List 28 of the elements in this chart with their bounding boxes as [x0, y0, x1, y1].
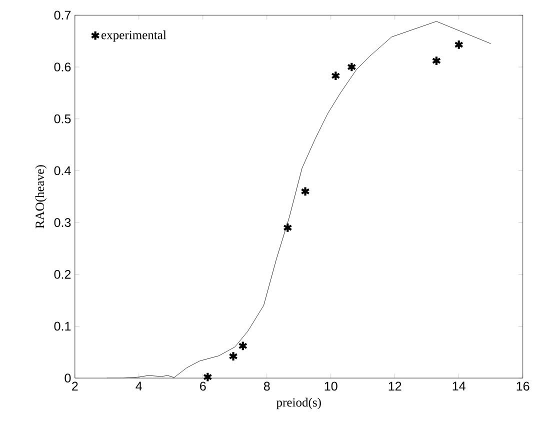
- x-tick-label: 6: [200, 382, 206, 391]
- point: [238, 340, 248, 352]
- y-axis-title: RAO(heave): [35, 165, 47, 228]
- point: [347, 62, 356, 72]
- y-tick-label: 0: [64, 374, 71, 382]
- y-tick-label: 0.5: [54, 114, 71, 124]
- point: [432, 56, 442, 66]
- x-tick-label: 2: [72, 382, 78, 390]
- x-tick-label: 10: [324, 382, 338, 391]
- point: [228, 351, 238, 362]
- x-tick-label: 12: [388, 382, 402, 390]
- x-tick-label: 4: [136, 382, 142, 390]
- y-tick-label: 0.6: [54, 62, 71, 72]
- y-tick-label: 0.2: [54, 270, 71, 279]
- y-tick-label: 0.4: [54, 166, 71, 176]
- y-tick-label: 0.3: [54, 218, 71, 227]
- y-tick-label: 0.1: [54, 322, 71, 331]
- x-tick-label: 8: [264, 382, 270, 391]
- point: [454, 39, 464, 50]
- point: [283, 222, 292, 233]
- x-axis-title: preiod(s): [276, 398, 321, 410]
- point: [300, 186, 310, 197]
- x-tick-label: 16: [516, 382, 530, 391]
- legend-label: experimental: [102, 30, 166, 42]
- y-tick-label: 0.7: [54, 10, 71, 20]
- point: [203, 372, 212, 382]
- x-tick-label: 14: [452, 382, 466, 390]
- point: [331, 70, 340, 82]
